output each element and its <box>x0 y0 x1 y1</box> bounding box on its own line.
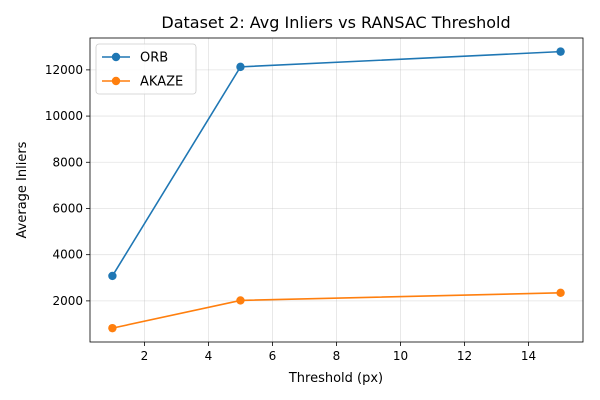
legend-marker-akaze <box>111 76 121 86</box>
x-tick-label: 12 <box>457 349 472 363</box>
y-tick-label: 10000 <box>45 109 83 123</box>
x-tick-label: 14 <box>521 349 536 363</box>
x-tick-label: 6 <box>269 349 277 363</box>
y-tick-label: 8000 <box>52 155 83 169</box>
chart-title: Dataset 2: Avg Inliers vs RANSAC Thresho… <box>161 13 510 32</box>
y-axis: 2000 4000 6000 8000 10000 12000 <box>45 63 90 308</box>
data-point-orb <box>108 271 117 281</box>
data-point-orb <box>556 47 565 56</box>
legend-label-akaze: AKAZE <box>140 75 183 90</box>
series-layer <box>108 47 565 333</box>
data-point-akaze <box>236 296 245 305</box>
x-tick-label: 4 <box>205 349 213 363</box>
x-axis-label: Threshold (px) <box>288 371 383 386</box>
x-tick-label: 10 <box>393 349 408 363</box>
data-point-orb <box>236 62 245 72</box>
x-tick-label: 8 <box>333 349 341 363</box>
data-point-akaze <box>108 323 117 333</box>
data-point-akaze <box>556 288 565 297</box>
legend: ORB AKAZE <box>95 43 197 95</box>
y-tick-label: 12000 <box>45 63 83 77</box>
y-tick-label: 2000 <box>52 294 83 308</box>
y-tick-label: 4000 <box>52 248 83 262</box>
y-axis-label: Average Inliers <box>15 141 30 238</box>
x-tick-label: 2 <box>141 349 149 363</box>
x-axis: 2 4 6 8 10 12 14 <box>141 342 536 363</box>
grid <box>90 38 583 342</box>
legend-label-orb: ORB <box>140 51 168 66</box>
y-tick-label: 6000 <box>52 201 83 215</box>
legend-marker-orb <box>111 52 121 62</box>
